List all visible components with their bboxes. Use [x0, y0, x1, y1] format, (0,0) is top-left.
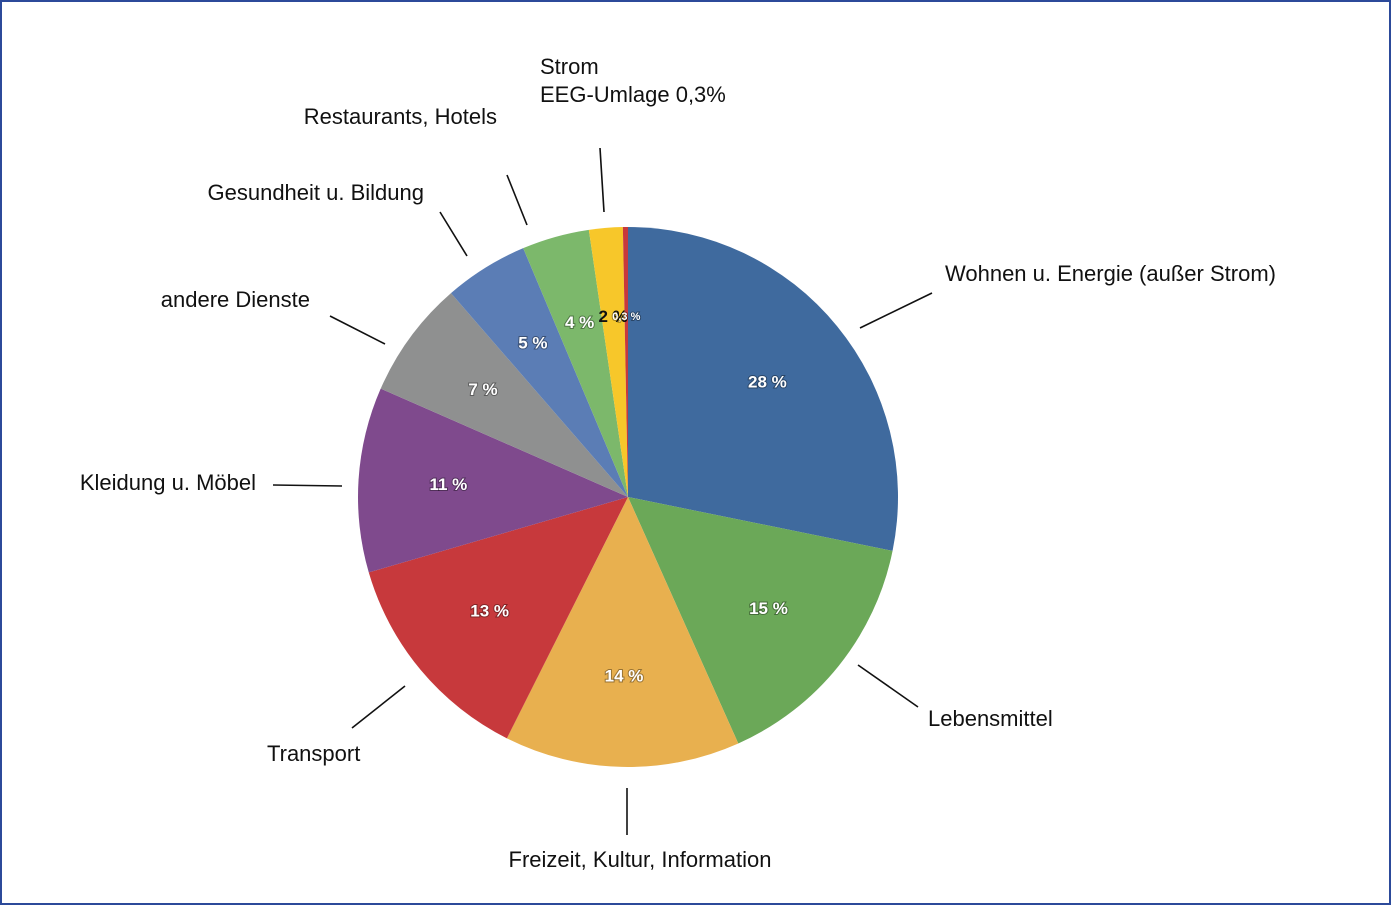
data-label: 5 % — [518, 334, 547, 353]
category-label: Transport — [267, 741, 360, 766]
data-label: 2 % — [599, 307, 628, 326]
data-label: 11 % — [429, 475, 467, 494]
data-label: 28 % — [748, 373, 787, 392]
data-label: 7 % — [468, 380, 497, 399]
leader-line — [506, 174, 528, 226]
pie-slice — [357, 388, 628, 573]
pie-slice — [622, 227, 628, 497]
pie-slice — [628, 227, 898, 551]
leader-line — [329, 315, 386, 345]
category-label: Strom — [540, 54, 599, 79]
category-label: Wohnen u. Energie (außer Strom) — [945, 261, 1276, 286]
data-label: 0,3 % — [612, 311, 640, 323]
category-label: Restaurants, Hotels — [304, 104, 497, 129]
category-label: Lebensmittel — [928, 706, 1053, 731]
leader-line — [272, 484, 343, 487]
pie-slice — [523, 229, 628, 498]
category-label: andere Dienste — [161, 287, 310, 312]
category-label: EEG-Umlage 0,3% — [540, 82, 726, 107]
data-label: 14 % — [605, 666, 644, 685]
data-label: 15 % — [749, 599, 788, 618]
pie-slice — [588, 227, 628, 497]
pie-slice — [368, 497, 628, 739]
data-label: 13 % — [470, 602, 509, 621]
leader-line — [439, 211, 468, 257]
pie-slice — [450, 248, 628, 497]
data-label: 4 % — [565, 313, 594, 332]
pie-slice — [628, 497, 893, 744]
leader-line — [351, 685, 406, 729]
leader-line — [857, 664, 919, 708]
leader-line — [599, 147, 605, 213]
pie-slice — [380, 293, 628, 497]
leader-line — [859, 292, 933, 329]
category-label: Freizeit, Kultur, Information — [509, 847, 772, 872]
category-label: Gesundheit u. Bildung — [208, 180, 425, 205]
pie-slice — [506, 497, 739, 767]
category-label: Kleidung u. Möbel — [80, 470, 256, 495]
